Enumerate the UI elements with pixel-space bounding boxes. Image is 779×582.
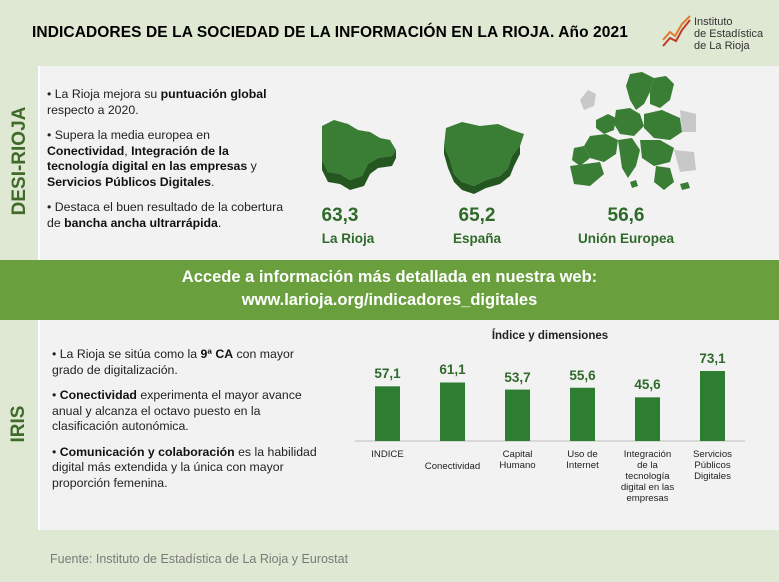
desi-bullet: • Supera la media europea en Conectivida…: [47, 128, 289, 190]
category-label-line: Internet: [566, 460, 599, 471]
category-label-line: Capital: [502, 449, 533, 460]
iris-bullet: • Conectividad experimenta el mayor avan…: [52, 388, 327, 435]
bullet-text: 9ª CA: [200, 347, 234, 361]
iris-side-band: [0, 320, 38, 530]
institute-logo[interactable]: Instituto de Estadística de La Rioja: [660, 10, 775, 56]
la-rioja-map: [322, 120, 396, 190]
bullet-text: • Destaca el buen resultado de la cobert…: [47, 200, 284, 230]
bullet-text: Comunicación y colaboración: [59, 444, 235, 459]
bar-value-label: 57,1: [374, 366, 401, 382]
bullet-text: Conectividad: [47, 143, 125, 158]
footer: Fuente: Instituto de Estadística de La R…: [0, 530, 779, 582]
desi-section-label: DESI-RIOJA: [9, 106, 30, 216]
banner-text: Accede a información más detallada en nu…: [181, 268, 598, 286]
bullet-text: respecto a 2020.: [47, 102, 139, 117]
category-label-line: tecnología: [625, 471, 670, 482]
iris-bullet: • La Rioja se sitúa como la 9ª CA con ma…: [52, 347, 327, 378]
stat-label-union-europea: Unión Europea: [577, 231, 674, 246]
header: INDICADORES DE LA SOCIEDAD DE LA INFORMA…: [0, 0, 779, 66]
bullet-text: Servicios Públicos Digitales: [47, 174, 212, 189]
bullet-text: ,: [124, 143, 132, 158]
category-label-line: empresas: [626, 493, 669, 504]
category-label-line: Uso de: [567, 449, 598, 460]
bar-value-label: 55,6: [569, 367, 596, 383]
category-label-line: Servicios: [693, 449, 732, 460]
category-label-line: Humano: [499, 460, 536, 471]
desi-side-band: [0, 66, 38, 260]
bullet-text: • La Rioja mejora su: [47, 87, 161, 101]
bullet-text: con mayor grado de digitalización.: [52, 347, 294, 377]
bar-value-label: 73,1: [699, 351, 726, 366]
bullet-text: .: [217, 215, 222, 230]
logo-chart-icon: [662, 15, 691, 47]
bar-value-label: 53,7: [504, 369, 531, 385]
category-label-line: INDICE: [371, 449, 404, 460]
iris-section-label: IRIS: [8, 405, 29, 443]
bar-category-label: Uso de Internet: [546, 449, 620, 471]
bullet-text: y: [247, 159, 257, 173]
chart-title: Índice y dimensiones: [491, 330, 609, 342]
bar-category-label: Capital Humano: [481, 449, 555, 471]
source-text: Fuente: Instituto de Estadística de La R…: [50, 552, 349, 566]
category-label-line: Públicos: [694, 460, 731, 471]
bullet-text: Integración de la tecnología digital en …: [47, 143, 248, 174]
logo-line: de La Rioja: [694, 40, 750, 52]
bullet-text: experimenta el mayor avance anual y alca…: [52, 388, 302, 433]
category-label-line: Digitales: [694, 471, 731, 482]
category-label-line: Integración: [623, 449, 672, 460]
stat-value-espana: 65,2: [458, 205, 496, 226]
bar-category-label: Servicios Públicos Digitales: [676, 449, 750, 482]
bullet-text: Conectividad: [59, 388, 137, 402]
logo-line: de Estadística: [694, 28, 764, 40]
bullet-text: •: [52, 444, 60, 459]
category-label-line: de la: [637, 460, 658, 471]
desi-bullet: • La Rioja mejora su puntuación global r…: [47, 87, 289, 118]
category-label-line: Conectividad: [424, 461, 481, 472]
bar-category-label: Integración de la tecnología digital en las…: [611, 449, 685, 504]
banner-url-link[interactable]: www.larioja.org/indicadores_digitales: [241, 291, 538, 309]
bullet-text: .: [211, 174, 215, 189]
bullet-text: •: [52, 388, 60, 402]
bar-value-label: 45,6: [634, 377, 661, 393]
bar-category-label: INDICE: [351, 449, 425, 460]
iris-bullets: • La Rioja se sitúa como la 9ª CA con ma…: [52, 347, 327, 501]
logo-line: Instituto: [694, 16, 733, 28]
bullet-text: bancha ancha ultrarrápida: [64, 215, 218, 230]
stat-label-la-rioja: La Rioja: [321, 231, 375, 246]
bullet-text: • Supera la media europea en: [47, 128, 210, 142]
logo-text: Instituto de Estadística de La Rioja: [694, 16, 763, 52]
european-union-map: [570, 70, 700, 198]
bar-category-label: Conectividad: [416, 461, 490, 472]
category-label-line: digital en las: [620, 482, 675, 493]
page-title: INDICADORES DE LA SOCIEDAD DE LA INFORMA…: [32, 24, 628, 41]
bullet-text: • La Rioja se sitúa como la: [52, 347, 201, 361]
iris-bullet: • Comunicación y colaboración es la habi…: [52, 445, 327, 492]
bullet-text: puntuación global: [160, 87, 267, 101]
stat-value-la-rioja: 63,3: [321, 205, 359, 226]
bullet-text: es la habilidad digital más extendida y …: [52, 444, 317, 490]
web-banner: Accede a información más detallada en nu…: [0, 260, 779, 320]
stat-label-espana: España: [452, 231, 502, 246]
desi-bullet: • Destaca el buen resultado de la cobert…: [47, 200, 289, 231]
spain-map: [444, 122, 524, 194]
stat-value-union-europea: 56,6: [607, 205, 645, 226]
desi-bullets: • La Rioja mejora su puntuación global r…: [47, 87, 289, 241]
bar-value-label: 61,1: [439, 362, 466, 378]
